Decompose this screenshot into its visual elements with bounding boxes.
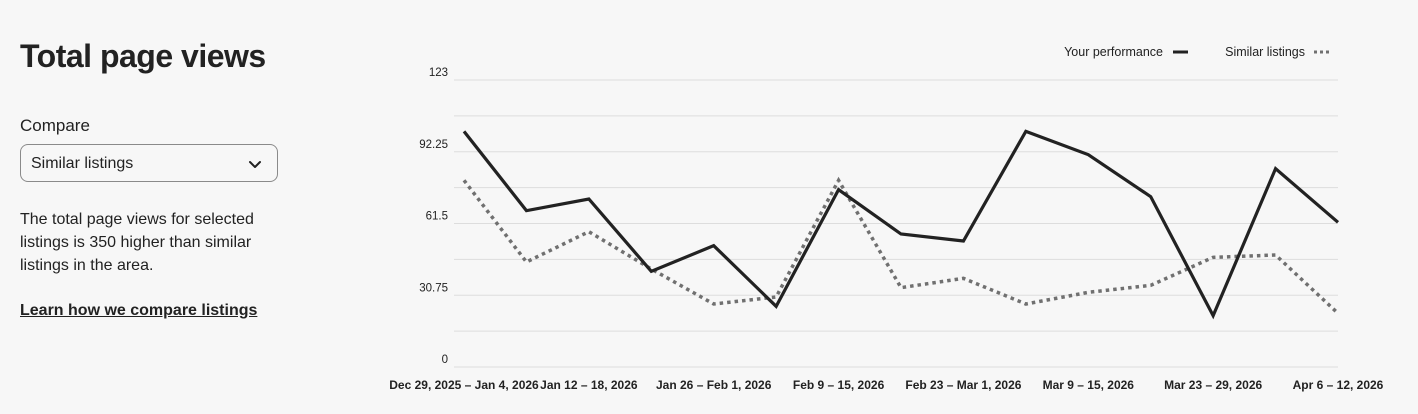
page-title: Total page views: [20, 38, 266, 74]
x-tick-label: Dec 29, 2025 – Jan 4, 2026: [389, 378, 539, 392]
x-tick-label: Jan 26 – Feb 1, 2026: [656, 378, 772, 392]
y-tick-label: 30.75: [419, 282, 448, 294]
y-tick-label: 92.25: [419, 139, 448, 151]
grid-lines: [454, 79, 1338, 368]
x-tick-label: Feb 9 – 15, 2026: [793, 378, 885, 392]
compare-select[interactable]: Similar listings: [20, 144, 278, 182]
compare-select-value: Similar listings: [31, 155, 134, 172]
legend-similar-listings-label: Similar listings: [1225, 45, 1305, 59]
comparison-description: The total page views for selected listin…: [20, 211, 254, 274]
x-tick-label: Mar 9 – 15, 2026: [1043, 378, 1135, 392]
compare-label: Compare: [20, 116, 90, 135]
chart-legend: Your performance Similar listings: [1064, 45, 1329, 59]
similar-listings-line: [462, 176, 1340, 315]
x-tick-label: Mar 23 – 29, 2026: [1164, 378, 1262, 392]
chart-series: [462, 129, 1340, 320]
learn-compare-link[interactable]: Learn how we compare listings: [20, 302, 258, 319]
your-performance-line: [462, 129, 1340, 320]
x-tick-label: Apr 6 – 12, 2026: [1293, 378, 1384, 392]
legend-your-performance-label: Your performance: [1064, 45, 1163, 59]
x-axis-ticks: Dec 29, 2025 – Jan 4, 2026 Jan 12 – 18, 2…: [389, 378, 1383, 392]
y-tick-label: 123: [429, 67, 448, 79]
chevron-down-icon: [249, 161, 261, 168]
x-tick-label: Feb 23 – Mar 1, 2026: [905, 378, 1021, 392]
x-tick-label: Jan 12 – 18, 2026: [540, 378, 638, 392]
y-axis-ticks: 123 92.25 61.5 30.75 0: [419, 67, 448, 366]
y-tick-label: 61.5: [426, 211, 448, 223]
y-tick-label: 0: [442, 354, 448, 366]
